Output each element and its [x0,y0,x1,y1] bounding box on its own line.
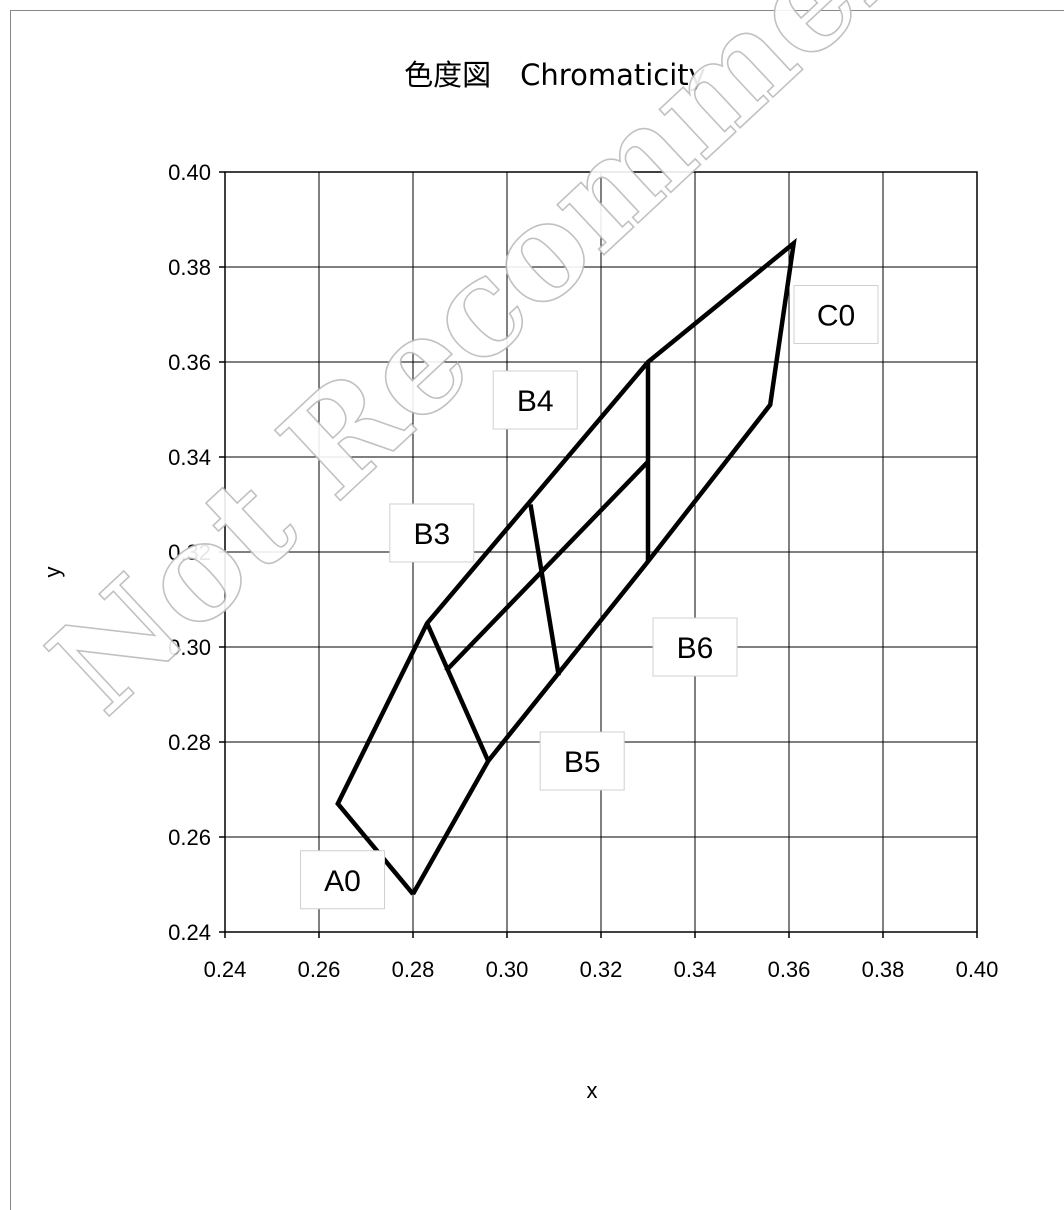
region-label-box [793,285,879,344]
x-tick-label: 0.36 [768,957,811,982]
region-label-text: B4 [517,385,554,418]
region-label-box [539,731,625,791]
y-tick-label: 0.32 [168,540,211,565]
region-label-text: B5 [564,746,601,779]
series-line-3 [528,504,561,676]
x-tick-label: 0.28 [392,957,435,982]
x-tick-label: 0.38 [862,957,905,982]
x-tick-label: 0.34 [674,957,717,982]
y-tick-label: 0.28 [168,730,211,755]
y-axis-title: y [40,567,65,578]
region-label-b4: B4 [492,370,578,430]
region-label-text: A0 [324,865,361,898]
y-tick-label: 0.38 [168,255,211,280]
tick-labels: 0.24 0.26 0.28 0.30 0.32 0.34 0.36 0.38 0.40 0.24… [168,160,998,982]
region-label-box [652,617,738,677]
chart-title: 色度図 Chromaticity [404,58,706,92]
series-line-1 [335,237,797,896]
series-lines [335,237,797,896]
x-axis-title: x [587,1078,598,1103]
series-line-5 [444,460,650,673]
region-label-box [300,850,385,910]
y-tick-label: 0.26 [168,825,211,850]
x-tick-label: 0.40 [956,957,999,982]
y-tick-label: 0.34 [168,445,211,470]
x-tick-label: 0.24 [204,957,247,982]
y-tick-label: 0.24 [168,920,211,945]
region-label-b5: B5 [539,731,625,791]
region-label-b3: B3 [389,503,475,563]
x-tick-label: 0.30 [486,957,529,982]
y-tick-label: 0.36 [168,350,211,375]
region-label-box [492,370,578,430]
region-label-text: B3 [413,518,450,551]
region-label-b6: B6 [652,617,738,677]
region-label-text: B6 [677,632,714,665]
x-tick-label: 0.32 [580,957,623,982]
region-label-box [389,503,475,563]
region-label-text: C0 [817,300,855,333]
chromaticity-chart: 色度図 Chromaticity 0.24 0.26 0.28 0.30 0.32 0.3… [40,58,998,1103]
region-labels: A0 B3 B4 B5 B6 C0 [300,285,879,910]
region-label-c0: C0 [793,285,879,344]
region-label-a0: A0 [300,850,385,910]
x-tick-label: 0.26 [298,957,341,982]
chart-frame [10,10,1064,1210]
y-tick-label: 0.40 [168,160,211,185]
series-line-2 [425,622,491,762]
y-tick-label: 0.30 [168,635,211,660]
